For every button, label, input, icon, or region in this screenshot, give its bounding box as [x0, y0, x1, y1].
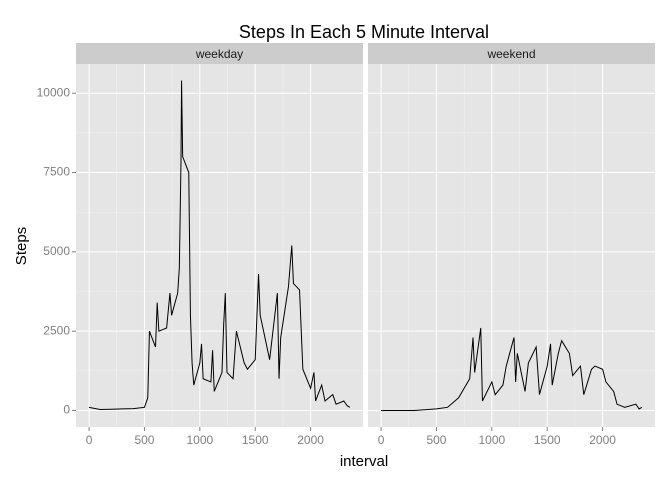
x-tick-label: 500 [134, 433, 154, 447]
x-tick-label: 500 [426, 433, 446, 447]
data-line [88, 80, 351, 411]
x-tick-label: 2000 [297, 433, 324, 447]
x-tick-label: 0 [378, 433, 385, 447]
strip [76, 43, 363, 64]
y-tick-label: 2500 [43, 323, 70, 337]
x-tick-label: 1000 [186, 433, 213, 447]
y-tick-label: 10000 [37, 85, 71, 99]
x-tick-label: 1000 [478, 433, 505, 447]
x-tick-label: 1500 [534, 433, 561, 447]
x-tick-label: 2000 [589, 433, 616, 447]
y-axis-label: Steps [13, 227, 30, 265]
x-axis-label: interval [340, 453, 388, 470]
x-tick-label: 0 [86, 433, 93, 447]
y-tick-label: 0 [63, 403, 70, 417]
panel-background [76, 64, 363, 427]
chart-title: Steps In Each 5 Minute Interval [239, 22, 489, 42]
strip-label: weekday [195, 47, 243, 61]
y-tick-label: 5000 [43, 244, 70, 258]
y-tick-label: 7500 [43, 165, 70, 179]
data-line [381, 327, 643, 411]
strip-label: weekend [486, 47, 535, 61]
strip [368, 43, 655, 64]
panel-background [368, 64, 655, 427]
x-tick-label: 1500 [242, 433, 269, 447]
